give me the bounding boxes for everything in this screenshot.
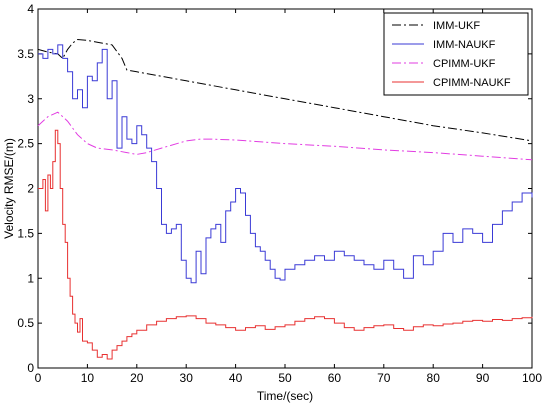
legend: IMM-UKF IMM-NAUKF CPIMM-UKF CPIMM-NAUKF bbox=[383, 12, 529, 96]
x-tick-label: 90 bbox=[476, 371, 490, 385]
legend-box bbox=[383, 12, 529, 96]
series-line-cpimm-ukf bbox=[37, 111, 533, 161]
x-tick-label: 70 bbox=[377, 371, 391, 385]
y-tick-label: 0 bbox=[27, 361, 34, 375]
y-tick-label: 0.5 bbox=[17, 316, 34, 330]
y-tick-label: 3.5 bbox=[17, 47, 34, 61]
y-axis-label: Velocity RMSE/(m) bbox=[2, 138, 16, 239]
legend-label: CPIMM-NAUKF bbox=[433, 77, 511, 89]
x-tick-label: 20 bbox=[130, 371, 144, 385]
x-tick-label: 60 bbox=[328, 371, 342, 385]
x-tick-label: 80 bbox=[427, 371, 441, 385]
y-tick-label: 3 bbox=[27, 92, 34, 106]
x-tick-label: 10 bbox=[81, 371, 95, 385]
axis-ticks: 0 10 20 30 40 50 60 70 80 90 100 0 0.5 1 1.5 2 2.5 3 3.5 4 bbox=[17, 2, 542, 385]
x-tick-label: 40 bbox=[229, 371, 243, 385]
series-line-imm-ukf bbox=[37, 38, 533, 142]
x-tick-label: 30 bbox=[180, 371, 194, 385]
y-tick-label: 2 bbox=[27, 182, 34, 196]
series-lines bbox=[37, 38, 533, 360]
y-tick-label: 1 bbox=[27, 271, 34, 285]
x-tick-label: 0 bbox=[35, 371, 42, 385]
series-line-imm-naukf bbox=[38, 44, 533, 284]
y-tick-label: 4 bbox=[27, 2, 34, 16]
y-tick-label: 2.5 bbox=[17, 137, 34, 151]
series-line-cpimm-naukf bbox=[38, 129, 533, 360]
x-tick-label: 50 bbox=[278, 371, 292, 385]
legend-label: CPIMM-UKF bbox=[433, 58, 496, 70]
x-tick-label: 100 bbox=[522, 371, 542, 385]
legend-label: IMM-UKF bbox=[433, 20, 480, 32]
x-axis-label: Time/(sec) bbox=[257, 389, 313, 403]
y-tick-label: 1.5 bbox=[17, 226, 34, 240]
legend-label: IMM-NAUKF bbox=[433, 39, 496, 51]
